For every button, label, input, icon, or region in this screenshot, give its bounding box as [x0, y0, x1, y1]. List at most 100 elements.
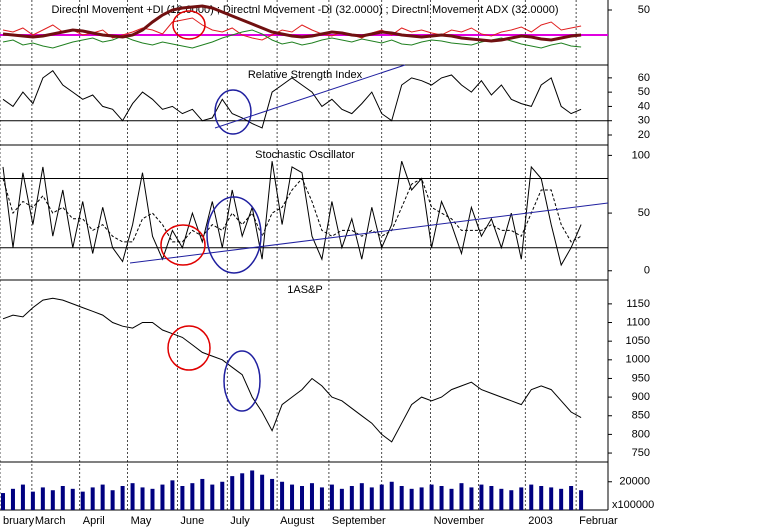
volume-bar: [280, 481, 285, 510]
volume-bar: [90, 487, 95, 510]
volume-bar: [519, 487, 524, 510]
volume-bar: [349, 486, 354, 510]
volume-bar: [559, 488, 564, 510]
panel-title: Relative Strength Index: [248, 69, 363, 81]
volume-bar: [200, 478, 205, 510]
x-tick-label: May: [131, 515, 152, 527]
volume-bar: [359, 483, 364, 510]
volume-bar: [250, 470, 255, 510]
annotations: [129, 10, 609, 412]
volume-bar: [290, 484, 295, 510]
volume-bar: [140, 487, 145, 510]
y-tick-label: 950: [632, 372, 650, 384]
volume-bar: [0, 493, 5, 510]
x-tick-label: Februar: [579, 515, 618, 527]
circle: [172, 10, 206, 40]
x-tick-label: bruary: [3, 515, 35, 527]
y-tick-label: 1000: [626, 354, 650, 366]
circle: [214, 89, 252, 135]
volume-bar: [309, 483, 314, 510]
panel-title: Stochastic Oscillator: [255, 149, 355, 161]
volume-bar: [160, 484, 165, 510]
y-tick-label: 1100: [626, 316, 650, 328]
volume-bar: [569, 486, 574, 510]
volume-bar: [130, 483, 135, 510]
volume-bar: [20, 484, 25, 510]
series-line: [2, 69, 582, 129]
volume-bar: [100, 484, 105, 510]
y-tick-label: 20000: [619, 476, 650, 488]
volume-bar: [409, 488, 414, 510]
series-line: [2, 177, 582, 243]
volume-bar: [469, 487, 474, 510]
y-tick-label: 20: [638, 129, 650, 141]
series-line: [2, 297, 582, 443]
volume-bar: [210, 484, 215, 510]
x-tick-label: March: [35, 515, 66, 527]
volume-bar: [499, 488, 504, 510]
panel-title: Directnl Movement +DI (12.0000) ; Direct…: [51, 4, 558, 16]
y-tick-label: 50: [638, 207, 650, 219]
volume-bar: [10, 488, 15, 510]
y-tick-label: 100: [632, 149, 650, 161]
circle: [160, 224, 206, 266]
volume-bar: [429, 484, 434, 510]
y-tick-label: 1050: [626, 335, 650, 347]
y-tick-label: 60: [638, 72, 650, 84]
volume-bar: [369, 487, 374, 510]
x-tick-label: August: [280, 515, 314, 527]
volume-bar: [479, 484, 484, 510]
volume-bar: [50, 490, 55, 510]
x-tick-label: September: [332, 515, 386, 527]
y-tick-label: 30: [638, 115, 650, 127]
circle: [223, 350, 261, 412]
volume-bar: [240, 473, 245, 510]
volume-bar: [459, 483, 464, 510]
volume-bar: [439, 486, 444, 510]
volume-bar: [70, 488, 75, 510]
volume-bar: [389, 481, 394, 510]
volume-bar: [40, 487, 45, 510]
volume-bar: [449, 488, 454, 510]
trend-line: [214, 64, 406, 129]
circle: [206, 196, 262, 274]
y-tick-label: 750: [632, 447, 650, 459]
x-tick-label: June: [180, 515, 204, 527]
volume-bar: [399, 486, 404, 510]
volume-bar: [180, 486, 185, 510]
y-tick-label: 40: [638, 100, 650, 112]
series-line: [2, 161, 582, 267]
x-tick-label: November: [434, 515, 485, 527]
panel-title: 1AS&P: [287, 284, 322, 296]
x-tick-label: 2003: [528, 515, 552, 527]
volume-bar: [270, 478, 275, 510]
volume-bar: [30, 491, 35, 510]
volume-bar: [260, 474, 265, 510]
volume-bar: [529, 484, 534, 510]
volume-bar: [120, 486, 125, 510]
y-tick-label: 0: [644, 265, 650, 277]
y-tick-label: 850: [632, 410, 650, 422]
y-tick-label: 1150: [626, 298, 650, 310]
y-tick-label: 800: [632, 428, 650, 440]
volume-bar: [60, 486, 65, 510]
y-tick-label: 50: [638, 4, 650, 16]
volume-bar: [339, 488, 344, 510]
volume-bar: [379, 484, 384, 510]
volume-bar: [509, 490, 514, 510]
volume-bar: [489, 486, 494, 510]
volume-bar: [319, 487, 324, 510]
volume-bar: [549, 487, 554, 510]
x-tick-label: April: [83, 515, 105, 527]
volume-bar: [80, 491, 85, 510]
volume-bar: [329, 484, 334, 510]
y-tick-label: 900: [632, 391, 650, 403]
volume-bar: [539, 486, 544, 510]
volume-bar: [190, 483, 195, 510]
circle: [167, 325, 211, 371]
volume-bar: [230, 476, 235, 510]
y-tick-label: 50: [638, 86, 650, 98]
x-tick-label: July: [230, 515, 250, 527]
